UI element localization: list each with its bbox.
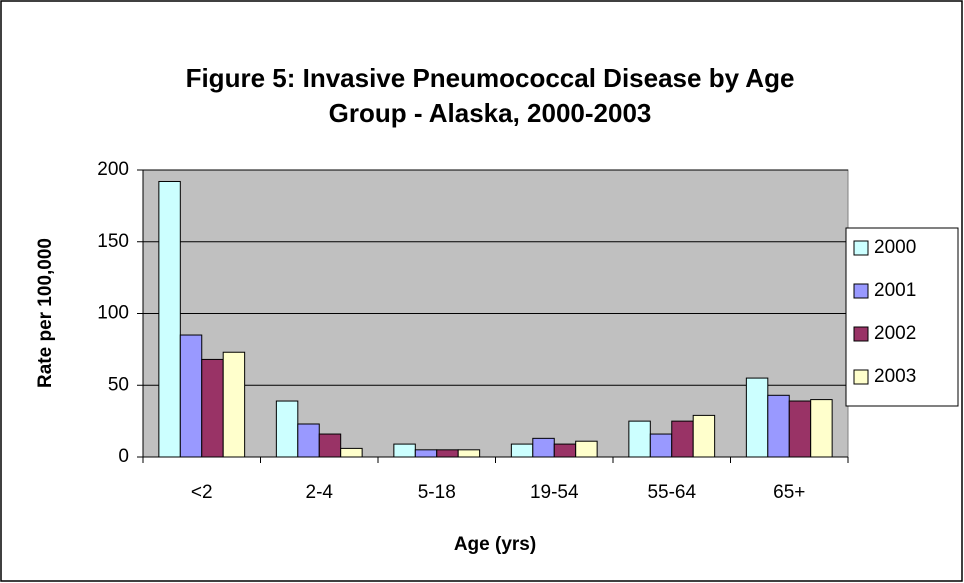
legend-label: 2001 xyxy=(874,280,916,301)
bar xyxy=(767,394,790,458)
bar xyxy=(628,420,651,458)
bar xyxy=(649,433,673,458)
bar xyxy=(553,443,577,458)
bar xyxy=(788,400,812,458)
y-axis-title: Rate per 100,000 xyxy=(35,238,56,388)
bar xyxy=(340,447,363,458)
x-tick-label: 55-64 xyxy=(647,482,696,503)
bar xyxy=(457,449,481,458)
bar xyxy=(297,423,320,458)
y-tick-label: 0 xyxy=(118,446,129,467)
bar xyxy=(810,399,833,458)
bar xyxy=(393,443,416,458)
bar xyxy=(201,358,224,458)
bar xyxy=(692,414,716,458)
bar xyxy=(671,420,694,458)
y-tick-label: 200 xyxy=(97,159,129,180)
x-axis-title: Age (yrs) xyxy=(454,534,536,555)
legend-swatch xyxy=(853,326,869,342)
bar xyxy=(745,377,769,458)
legend-label: 2003 xyxy=(874,366,916,387)
bar xyxy=(222,351,246,458)
y-tick-label: 150 xyxy=(97,231,129,252)
chart-title: Figure 5: Invasive Pneumococcal Disease … xyxy=(186,63,795,93)
legend-label: 2000 xyxy=(874,237,916,258)
legend-swatch xyxy=(853,240,869,256)
legend-label: 2002 xyxy=(874,323,916,344)
x-tick-label: 2-4 xyxy=(306,482,334,503)
x-tick-label: <2 xyxy=(191,482,213,503)
legend-swatch xyxy=(853,283,869,299)
bar xyxy=(158,180,181,458)
chart-title: Group - Alaska, 2000-2003 xyxy=(329,98,652,128)
bar xyxy=(436,449,459,458)
bar xyxy=(275,400,299,458)
bar xyxy=(318,433,342,458)
bar xyxy=(532,437,555,458)
x-tick-label: 5-18 xyxy=(418,482,456,503)
bar xyxy=(179,334,203,458)
y-tick-label: 50 xyxy=(108,374,129,395)
y-tick-label: 100 xyxy=(97,303,129,324)
bar xyxy=(414,449,438,458)
x-tick-label: 65+ xyxy=(773,482,805,503)
bar xyxy=(510,443,534,458)
bar xyxy=(575,440,598,458)
legend-swatch xyxy=(853,369,869,385)
x-tick-label: 19-54 xyxy=(530,482,579,503)
